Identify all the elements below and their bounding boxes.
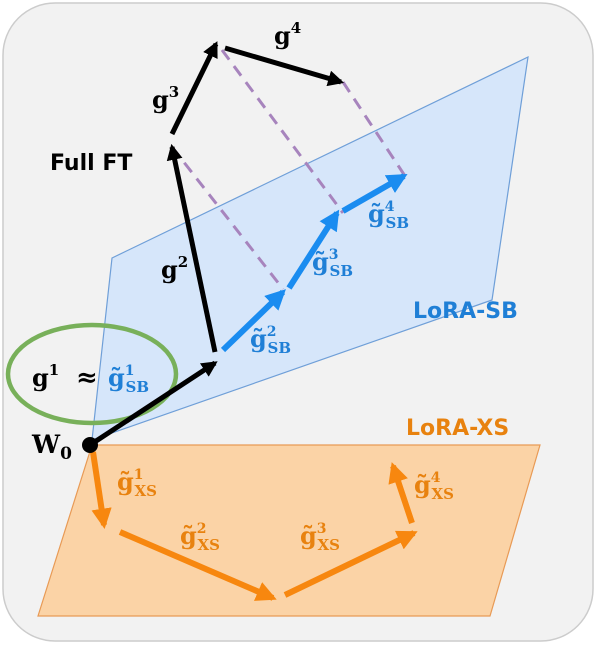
approx-sign: ≈ bbox=[76, 363, 98, 393]
sb-arrow-2 bbox=[220, 289, 286, 353]
projection-line-g2 bbox=[170, 146, 285, 290]
lora-sb-plane bbox=[91, 55, 529, 441]
full-ft-arrow-g2 bbox=[166, 143, 218, 353]
label-sb1: g̃1 SB bbox=[108, 363, 149, 396]
label-xs3: g̃3 XS bbox=[300, 521, 340, 554]
label-xs2: g̃2 XS bbox=[180, 521, 220, 554]
projection-line-g3 bbox=[220, 49, 345, 214]
xs-arrow-3 bbox=[283, 530, 418, 598]
label-g3: g3 bbox=[152, 83, 179, 114]
lora-sb-label: LoRA-SB bbox=[413, 299, 518, 324]
sb-arrow-3 bbox=[286, 209, 340, 290]
xs-arrow-4 bbox=[388, 462, 415, 524]
lora-xs-label: LoRA-XS bbox=[406, 416, 509, 441]
approx-ellipse bbox=[5, 322, 179, 426]
label-g2: g2 bbox=[161, 253, 188, 284]
label-sb3: g̃3 SB bbox=[312, 247, 353, 280]
full-ft-arrow-g1 bbox=[88, 360, 218, 448]
full-ft-arrow-g4 bbox=[224, 45, 345, 87]
origin-point bbox=[82, 437, 98, 453]
full-ft-label: Full FT bbox=[50, 151, 132, 176]
lora-xs-plane bbox=[37, 444, 541, 617]
label-sb4: g̃4 SB bbox=[368, 199, 409, 232]
label-xs4: g̃4 XS bbox=[414, 470, 454, 503]
label-sb2: g̃2 SB bbox=[250, 324, 291, 357]
label-g4: g4 bbox=[274, 19, 301, 50]
origin-label: W0 bbox=[31, 430, 72, 464]
sb-arrow-4 bbox=[341, 173, 408, 214]
xs-arrow-1 bbox=[90, 451, 112, 530]
label-xs1: g̃1 XS bbox=[117, 467, 157, 500]
xs-arrow-2 bbox=[118, 529, 277, 601]
full-ft-arrow-g3 bbox=[169, 41, 219, 136]
label-g1: g1 bbox=[32, 361, 59, 392]
